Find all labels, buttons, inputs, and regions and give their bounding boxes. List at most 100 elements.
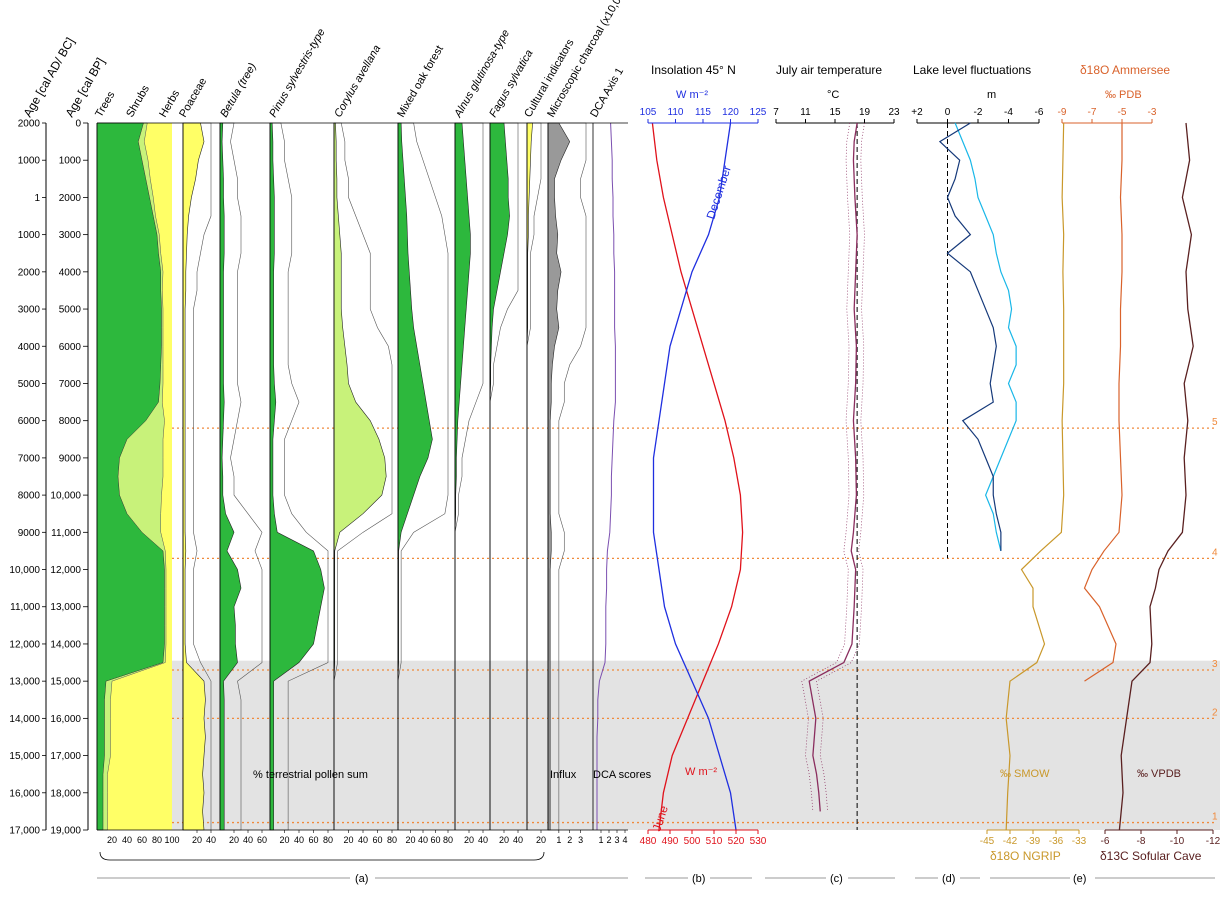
age-ad-tick-label: 6000 bbox=[18, 416, 41, 427]
charcoal-tick-label: 1 bbox=[556, 835, 561, 845]
lake-tick-label: 0 bbox=[945, 107, 951, 118]
age-bp-tick-label: 11,000 bbox=[51, 528, 81, 539]
fagus-tick-label: 20 bbox=[499, 835, 509, 845]
corylus-tick-label: 80 bbox=[387, 835, 397, 845]
unit-c-top: °C bbox=[827, 89, 839, 101]
zone-label-2: 2 bbox=[1212, 707, 1218, 718]
ammersee-tick-label: -7 bbox=[1088, 107, 1097, 118]
corylus-tick-label: 60 bbox=[372, 835, 382, 845]
betula-tick-label: 20 bbox=[229, 835, 239, 845]
age-bp-tick-label: 10,000 bbox=[50, 491, 81, 502]
ngrip-tick-label: -36 bbox=[1049, 836, 1064, 847]
pollen-header: Trees bbox=[93, 89, 117, 119]
age-ad-tick-label: 13,000 bbox=[9, 677, 40, 688]
poaceae-area bbox=[182, 122, 206, 831]
zone-label-4: 4 bbox=[1212, 547, 1218, 558]
unit-e-smow: ‰ SMOW bbox=[1000, 768, 1050, 780]
oak-tick-label: 80 bbox=[443, 835, 453, 845]
charcoal-exaggeration bbox=[547, 122, 587, 831]
zone-label-3: 3 bbox=[1212, 659, 1218, 670]
temp-tick-label: 23 bbox=[888, 107, 900, 118]
age-ad-tick-label: 9000 bbox=[18, 528, 41, 539]
panel-letters: (a) (b) (c) (d) (e) bbox=[97, 873, 1215, 885]
pinus-tick-label: 80 bbox=[323, 835, 333, 845]
dca-tick-label: 3 bbox=[614, 835, 619, 845]
sofular-tick-label: -6 bbox=[1101, 836, 1110, 847]
ngrip-tick-label: -45 bbox=[980, 836, 995, 847]
age-ad-tick-label: 11,000 bbox=[10, 602, 40, 613]
oak-tick-label: 20 bbox=[405, 835, 415, 845]
june-insolation-line bbox=[651, 122, 744, 831]
june-tick-label: 500 bbox=[684, 836, 701, 847]
betula-tick-label: 40 bbox=[243, 835, 253, 845]
cumulative-tick-label: 100 bbox=[164, 835, 179, 845]
age-ad-tick-label: 17,000 bbox=[9, 826, 40, 837]
cumulative-tick-label: 40 bbox=[122, 835, 132, 845]
pinus-exaggeration bbox=[269, 122, 329, 831]
age-bp-tick-label: 12,000 bbox=[50, 565, 81, 576]
december-tick-label: 125 bbox=[750, 107, 767, 118]
lake-tick-label: +2 bbox=[911, 107, 923, 118]
ammersee-tick-label: -5 bbox=[1118, 107, 1127, 118]
dca-tick-label: 2 bbox=[606, 835, 611, 845]
lake-tick-label: -2 bbox=[974, 107, 983, 118]
dca-tick-label: 1 bbox=[598, 835, 603, 845]
zone-label-1: 1 bbox=[1212, 812, 1218, 823]
december-tick-label: 105 bbox=[640, 107, 657, 118]
december-tick-label: 120 bbox=[722, 107, 739, 118]
cumulative-tick-label: 20 bbox=[107, 835, 117, 845]
temp-tick-label: 15 bbox=[829, 107, 841, 118]
panel-letter-d: (d) bbox=[942, 873, 955, 885]
fagus-tick-label: 40 bbox=[513, 835, 523, 845]
alnus-tick-label: 20 bbox=[464, 835, 474, 845]
panel-letter-c: (c) bbox=[830, 873, 843, 885]
pollen-header: DCA Axis 1 bbox=[588, 66, 626, 120]
age-bp-tick-label: 13,000 bbox=[50, 602, 81, 613]
june-tick-label: 530 bbox=[750, 836, 767, 847]
sofular-line bbox=[1118, 122, 1194, 831]
age-ad-tick-label: 15,000 bbox=[9, 751, 40, 762]
lake-tick-label: -6 bbox=[1035, 107, 1044, 118]
age-bp-tick-label: 6000 bbox=[59, 342, 82, 353]
pinus-area bbox=[269, 122, 325, 831]
december-tick-label: 110 bbox=[668, 107, 684, 118]
age-ad-tick-label: 1 bbox=[34, 193, 40, 204]
lake-level-light-line bbox=[954, 122, 1017, 552]
june-tick-label: 510 bbox=[706, 836, 723, 847]
panel-letter-a: (a) bbox=[355, 873, 368, 885]
lake-tick-label: -4 bbox=[1004, 107, 1013, 118]
age-bp-tick-label: 0 bbox=[75, 119, 81, 130]
age-bp-tick-label: 1000 bbox=[59, 156, 82, 167]
trees-area bbox=[96, 122, 165, 831]
age-bp-tick-label: 18,000 bbox=[50, 788, 81, 799]
pollen-header: Betula (tree) bbox=[218, 61, 259, 120]
panel-b-title: Insolation 45° N bbox=[651, 63, 736, 77]
charcoal-area bbox=[547, 122, 571, 831]
pollen-sum-brace bbox=[99, 851, 545, 861]
age-ad-tick-label: 10,000 bbox=[9, 565, 40, 576]
age-bp-tick-label: 15,000 bbox=[50, 677, 81, 688]
pollen-header: Shrubs bbox=[124, 83, 152, 120]
age-bp-tick-label: 19,000 bbox=[50, 826, 81, 837]
insolation-panel: 105 110 115 120 125 480 490 500 510 520 530 bbox=[640, 107, 767, 847]
age-ad-tick-label: 7000 bbox=[18, 453, 41, 464]
cumulative-tick-label: 60 bbox=[137, 835, 147, 845]
corylus-tick-label: 20 bbox=[343, 835, 353, 845]
age-bp-tick-label: 17,000 bbox=[50, 751, 81, 762]
panel-letter-e: (e) bbox=[1073, 873, 1086, 885]
temp-lower-bound bbox=[801, 122, 851, 812]
panel-e-title: δ18O Ammersee bbox=[1080, 63, 1170, 77]
unit-b-top: W m⁻² bbox=[676, 89, 708, 101]
age-bp-tick-label: 2000 bbox=[59, 193, 82, 204]
age-bp-tick-label: 9000 bbox=[59, 453, 82, 464]
age-ad-tick-label: 8000 bbox=[18, 491, 41, 502]
temp-line bbox=[808, 122, 858, 812]
ngrip-line bbox=[1005, 122, 1065, 831]
temp-upper-bound bbox=[816, 122, 865, 812]
unit-b-bottom: W m⁻² bbox=[685, 766, 717, 778]
corylus-tick-label: 40 bbox=[358, 835, 368, 845]
age-bp-tick-label: 8000 bbox=[59, 416, 82, 427]
age-ad-tick-label: 14,000 bbox=[9, 714, 40, 725]
ngrip-label: δ18O NGRIP bbox=[990, 849, 1061, 863]
